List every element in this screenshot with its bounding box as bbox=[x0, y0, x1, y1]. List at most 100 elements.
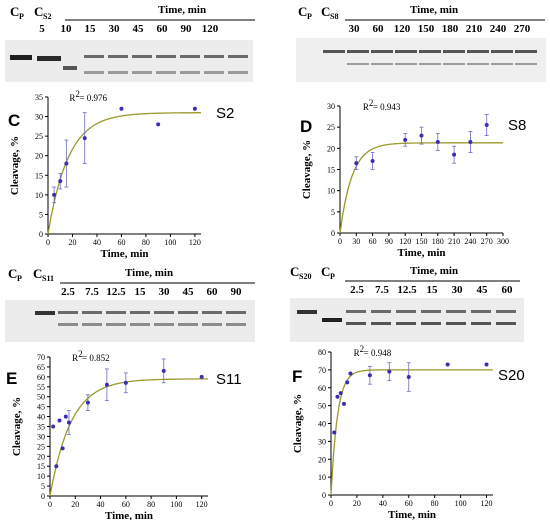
x-tick-label: 60 bbox=[122, 500, 130, 509]
x-tick-label: 120 bbox=[399, 237, 411, 246]
fit-curve bbox=[330, 369, 493, 496]
y-tick-label: 20 bbox=[327, 144, 335, 153]
gel-time-title: Time, min bbox=[125, 267, 173, 279]
r-squared-value: = 0.948 bbox=[364, 348, 392, 358]
sample-name: S20 bbox=[498, 367, 525, 384]
y-tick-label: 20 bbox=[35, 152, 43, 161]
gel-lane-label: 5 bbox=[39, 23, 45, 35]
data-point bbox=[354, 161, 359, 166]
gel-cp-label: C bbox=[8, 266, 17, 281]
data-point bbox=[156, 122, 161, 127]
gel-panel-s11: C P C S11 Time, min 2.5 7.5 12.5 15 30 45 60 90 bbox=[5, 266, 255, 342]
panel-letter: C bbox=[8, 111, 20, 130]
data-point bbox=[66, 420, 71, 425]
x-tick-label: 120 bbox=[196, 500, 208, 509]
data-point bbox=[161, 368, 166, 373]
data-point bbox=[52, 192, 57, 197]
gel-bands bbox=[58, 311, 246, 326]
gel-lane-label: 45 bbox=[477, 284, 489, 296]
y-tick-label: 15 bbox=[35, 171, 43, 180]
gel-lane-label: 7.5 bbox=[85, 286, 99, 298]
x-tick-label: 0 bbox=[338, 237, 342, 246]
gel-lane-label: 45 bbox=[183, 286, 195, 298]
data-point bbox=[85, 400, 90, 405]
y-tick-label: 25 bbox=[35, 132, 43, 141]
gel-lane-label: 30 bbox=[452, 284, 464, 296]
x-tick-label: 80 bbox=[147, 500, 155, 509]
gel-cp-sub: P bbox=[307, 12, 312, 21]
gel-lane-label: 210 bbox=[466, 23, 483, 35]
x-tick-label: 60 bbox=[369, 237, 377, 246]
y-axis-label: Cleavage, % bbox=[301, 140, 313, 199]
gel-lane-label: 2.5 bbox=[61, 286, 75, 298]
gel-lane-label: 180 bbox=[442, 23, 459, 35]
y-tick-label: 0 bbox=[41, 492, 45, 501]
gel-lane-label: 150 bbox=[418, 23, 435, 35]
y-tick-label: 25 bbox=[37, 442, 45, 451]
y-tick-label: 20 bbox=[37, 452, 45, 461]
y-tick-label: 15 bbox=[327, 166, 335, 175]
x-tick-label: 300 bbox=[497, 237, 509, 246]
gel-cs-sub: S2 bbox=[43, 12, 51, 21]
x-tick-label: 90 bbox=[385, 237, 393, 246]
data-point bbox=[58, 179, 63, 184]
gel-lane-labels: 2.5 7.5 12.5 15 30 45 60 bbox=[350, 284, 513, 296]
y-tick-label: 80 bbox=[318, 348, 326, 357]
data-point bbox=[338, 391, 343, 396]
sample-name: S8 bbox=[508, 117, 526, 134]
data-point bbox=[54, 464, 59, 469]
data-point bbox=[335, 394, 340, 399]
gel-lane-label: 12.5 bbox=[106, 286, 126, 298]
y-tick-label: 70 bbox=[318, 366, 326, 375]
data-point bbox=[119, 106, 124, 111]
data-point bbox=[82, 136, 87, 141]
gel-cp-sub: P bbox=[330, 272, 335, 281]
gel-lane-label: 60 bbox=[502, 284, 514, 296]
data-point bbox=[484, 123, 489, 128]
x-tick-label: 100 bbox=[455, 499, 467, 508]
x-tick-label: 80 bbox=[431, 499, 439, 508]
y-tick-label: 25 bbox=[327, 123, 335, 132]
x-tick-label: 270 bbox=[481, 237, 493, 246]
x-tick-label: 20 bbox=[68, 238, 76, 247]
gel-time-title: Time, min bbox=[410, 265, 458, 277]
gel-time-title: Time, min bbox=[158, 4, 206, 16]
y-tick-label: 30 bbox=[35, 113, 43, 122]
gel-cp-label: C bbox=[10, 4, 19, 19]
gel-band-cp bbox=[35, 311, 55, 315]
y-tick-label: 40 bbox=[37, 413, 45, 422]
gel-band-cp bbox=[322, 318, 342, 322]
x-axis-label: Time, min bbox=[388, 509, 436, 520]
r-squared-sup: 2 bbox=[78, 349, 83, 359]
panel-letter: F bbox=[292, 367, 302, 386]
r-squared-sup: 2 bbox=[369, 98, 374, 108]
chart-panel-d: 0 30 60 90 120 150 180 210 240 270 300 0 5 10 15 20 25 30… bbox=[300, 98, 526, 259]
x-tick-label: 0 bbox=[48, 500, 52, 509]
data-point bbox=[123, 380, 128, 385]
gel-lane-label: 120 bbox=[394, 23, 411, 35]
x-tick-label: 60 bbox=[405, 499, 413, 508]
data-point bbox=[341, 401, 346, 406]
gel-cs-label: C bbox=[290, 264, 299, 279]
panel-letter: E bbox=[6, 369, 17, 388]
x-tick-label: 180 bbox=[432, 237, 444, 246]
gel-lane-label: 60 bbox=[157, 23, 169, 35]
gel-lane-label: 15 bbox=[427, 284, 439, 296]
y-tick-label: 5 bbox=[39, 210, 43, 219]
gel-band bbox=[297, 310, 317, 314]
gel-lane-label: 30 bbox=[349, 23, 361, 35]
y-tick-label: 0 bbox=[322, 491, 326, 500]
gel-lane-label: 240 bbox=[490, 23, 507, 35]
x-tick-label: 20 bbox=[353, 499, 361, 508]
r-squared-value: = 0.976 bbox=[79, 93, 107, 103]
y-tick-label: 65 bbox=[37, 363, 45, 372]
y-tick-label: 0 bbox=[331, 229, 335, 238]
y-tick-label: 45 bbox=[37, 403, 45, 412]
fit-curve bbox=[339, 142, 503, 234]
r-squared-sup: 2 bbox=[360, 344, 365, 354]
x-tick-label: 120 bbox=[189, 238, 201, 247]
gel-band-cp bbox=[10, 55, 32, 60]
y-tick-label: 55 bbox=[37, 383, 45, 392]
gel-lane-label: 90 bbox=[231, 286, 243, 298]
